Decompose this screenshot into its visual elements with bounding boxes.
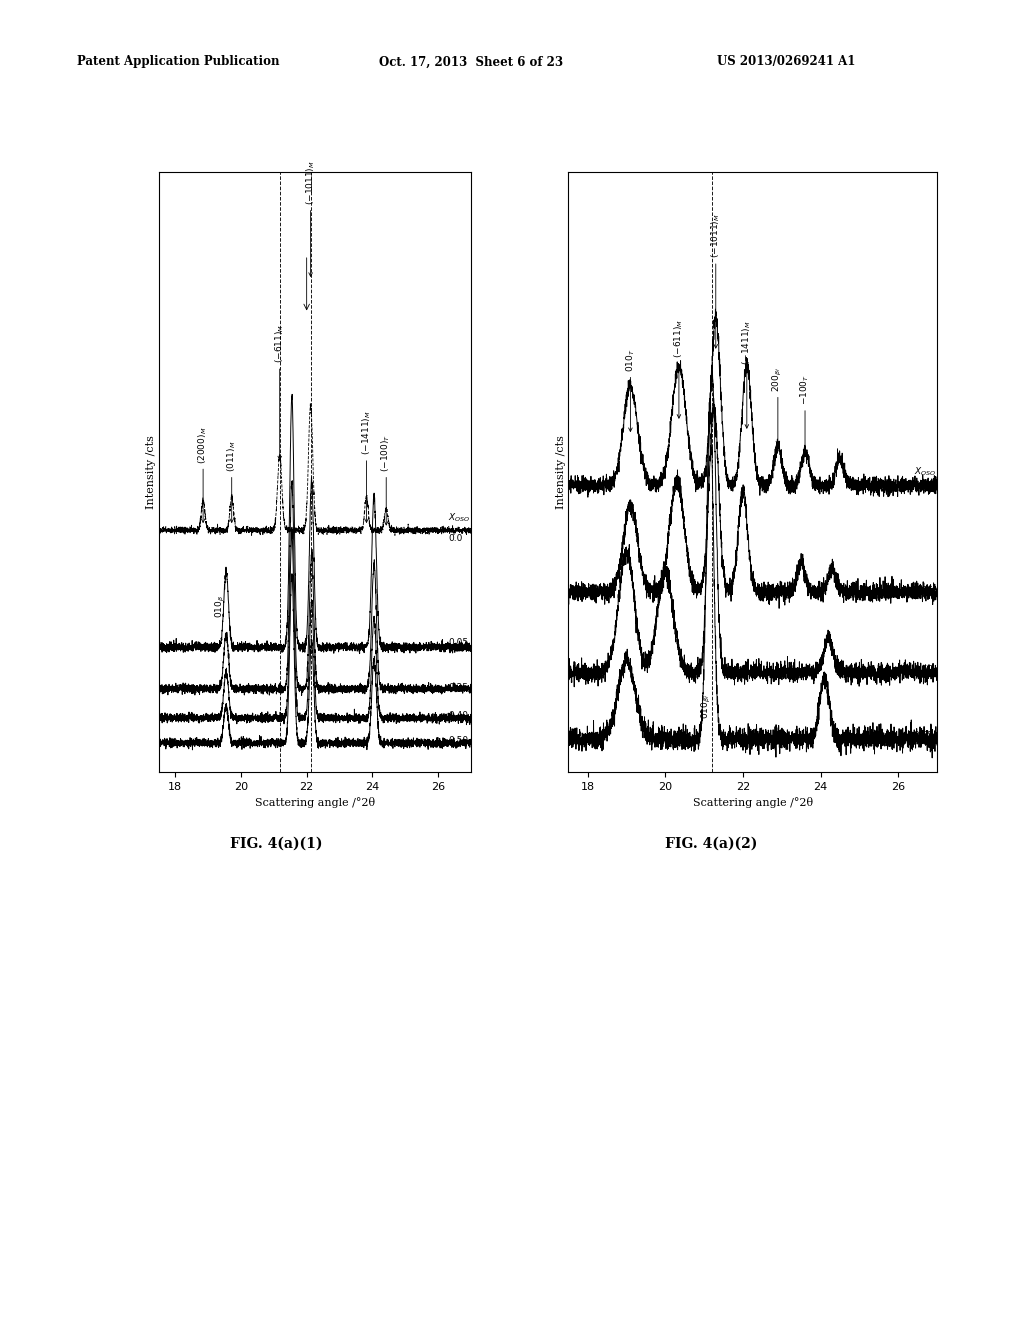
Text: 0.0: 0.0 xyxy=(449,535,463,543)
Text: $(-1411)_M$: $(-1411)_M$ xyxy=(740,321,753,428)
Y-axis label: Intensity /cts: Intensity /cts xyxy=(556,436,565,508)
Text: $010_T$: $010_T$ xyxy=(625,348,637,432)
Text: 0.55: 0.55 xyxy=(913,586,934,595)
Text: FIG. 4(a)(2): FIG. 4(a)(2) xyxy=(666,837,758,850)
X-axis label: Scattering angle /°2θ: Scattering angle /°2θ xyxy=(692,797,813,808)
Text: 0.50: 0.50 xyxy=(449,737,468,744)
Text: $(-1011)_M$: $(-1011)_M$ xyxy=(304,160,316,276)
Text: $X_{OSO}$: $X_{OSO}$ xyxy=(449,512,470,524)
Text: 0.40: 0.40 xyxy=(449,711,468,719)
Text: $010_{\beta\prime}$: $010_{\beta\prime}$ xyxy=(700,694,714,719)
Text: $(-1411)_M$: $(-1411)_M$ xyxy=(360,411,373,523)
Text: 0.05: 0.05 xyxy=(449,639,468,647)
Text: 0.50: 0.50 xyxy=(913,484,934,494)
Text: Oct. 17, 2013  Sheet 6 of 23: Oct. 17, 2013 Sheet 6 of 23 xyxy=(379,55,563,69)
Text: $(011)_M$: $(011)_M$ xyxy=(225,441,238,523)
X-axis label: Scattering angle /°2θ: Scattering angle /°2θ xyxy=(255,797,375,808)
Text: $(-611)_M$: $(-611)_M$ xyxy=(273,325,286,459)
Text: $(-1011)_M$: $(-1011)_M$ xyxy=(710,214,722,348)
Text: $(-611)_M$: $(-611)_M$ xyxy=(673,319,685,418)
Text: $X_{OSO}$: $X_{OSO}$ xyxy=(913,466,936,478)
Text: 0.25: 0.25 xyxy=(449,682,468,692)
Text: $(-100)_T$: $(-100)_T$ xyxy=(380,434,392,525)
Text: $-100_T$: $-100_T$ xyxy=(799,374,811,454)
Text: FIG. 4(a)(1): FIG. 4(a)(1) xyxy=(230,837,323,850)
Text: 0.60: 0.60 xyxy=(913,665,934,675)
Y-axis label: Intensity /cts: Intensity /cts xyxy=(146,436,156,508)
Text: $200_{\beta\prime}$: $200_{\beta\prime}$ xyxy=(771,367,784,445)
Text: $010_\beta$: $010_\beta$ xyxy=(214,595,227,618)
Text: US 2013/0269241 A1: US 2013/0269241 A1 xyxy=(717,55,855,69)
Text: $(2000)_M$: $(2000)_M$ xyxy=(197,426,209,523)
Text: 0.65: 0.65 xyxy=(913,731,934,741)
Text: Patent Application Publication: Patent Application Publication xyxy=(77,55,280,69)
